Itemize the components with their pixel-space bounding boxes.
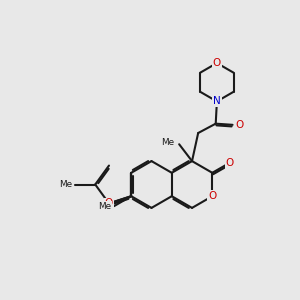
Text: O: O: [105, 198, 113, 208]
Text: N: N: [213, 96, 221, 106]
Text: Me: Me: [98, 202, 111, 211]
Text: Me: Me: [160, 138, 174, 147]
Text: O: O: [208, 191, 216, 201]
Text: Me: Me: [59, 180, 72, 189]
Text: O: O: [235, 120, 243, 130]
Text: O: O: [213, 58, 221, 68]
Text: O: O: [226, 158, 234, 168]
